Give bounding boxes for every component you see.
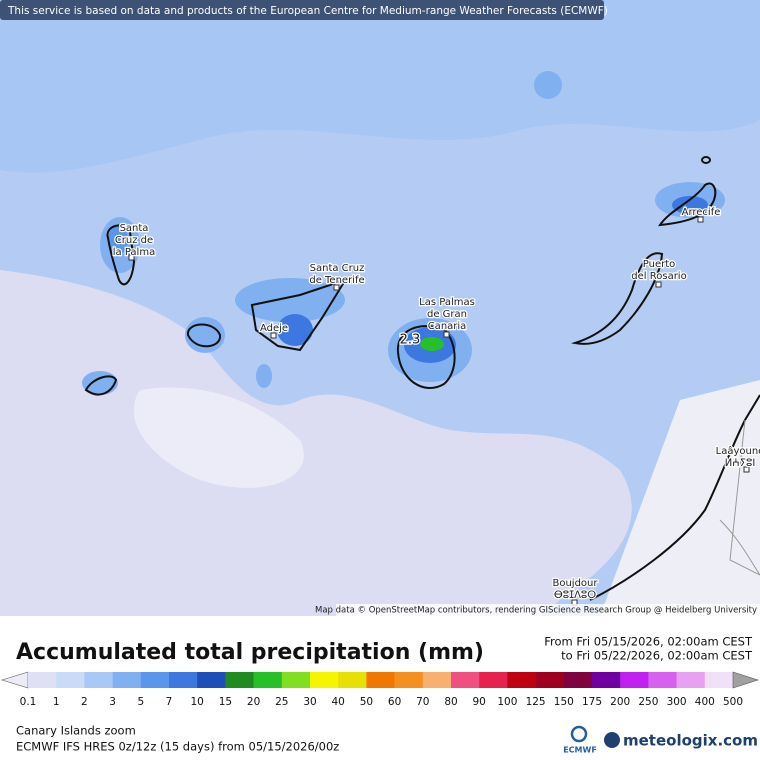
colorbar-label: 30 bbox=[303, 696, 316, 708]
colorbar-label: 7 bbox=[166, 696, 173, 708]
place-label: Boujdour bbox=[552, 578, 598, 589]
colorbar-segment bbox=[648, 672, 677, 688]
place-label: Laâyoune bbox=[716, 445, 760, 457]
colorbar-segment bbox=[394, 672, 424, 688]
place-label: Arrecife bbox=[682, 207, 721, 218]
colorbar-label: 5 bbox=[137, 696, 144, 708]
colorbar-label: 0.1 bbox=[20, 696, 37, 708]
colorbar-segment bbox=[451, 672, 480, 688]
colorbar-label: 3 bbox=[109, 696, 116, 708]
colorbar-label: 40 bbox=[332, 696, 345, 708]
place-label: ⴱⵓⵊⴷⵓⵔ bbox=[554, 590, 596, 601]
colorbar-label: 150 bbox=[554, 696, 574, 708]
colorbar-segment bbox=[169, 672, 198, 688]
colorbar-label: 200 bbox=[610, 696, 630, 708]
colorbar-segment bbox=[197, 672, 226, 688]
place-label: de Gran bbox=[427, 309, 467, 320]
footer-region: Canary Islands zoom bbox=[16, 724, 136, 738]
colorbar-segment bbox=[112, 672, 142, 688]
colorbar-segment bbox=[507, 672, 536, 688]
colorbar-segment bbox=[140, 672, 170, 688]
colorbar-segment bbox=[479, 672, 508, 688]
colorbar-segment bbox=[422, 672, 452, 688]
place-label: Adeje bbox=[260, 323, 288, 334]
colorbar-segment bbox=[704, 672, 734, 688]
colorbar-segment bbox=[56, 672, 85, 688]
colorbar-arrow bbox=[0, 671, 29, 689]
colorbar-label: 1 bbox=[53, 696, 60, 708]
place-label: Las Palmas bbox=[419, 297, 475, 308]
colorbar-segment bbox=[366, 672, 395, 688]
colorbar-label: 100 bbox=[497, 696, 517, 708]
colorbar-label: 60 bbox=[388, 696, 401, 708]
colorbar-segment bbox=[592, 672, 621, 688]
colorbar-label: 15 bbox=[219, 696, 232, 708]
footer-model: ECMWF IFS HRES 0z/12z (15 days) from 05/… bbox=[16, 740, 339, 754]
place-label: la Palma bbox=[113, 247, 155, 258]
place-label: Cruz de bbox=[115, 235, 153, 246]
period-to: to Fri 05/22/2026, 02:00am CEST bbox=[561, 649, 753, 663]
colorbar-arrow bbox=[732, 671, 759, 689]
place-label: Santa Cruz bbox=[310, 263, 365, 274]
ecmwf-logo: ECMWF bbox=[563, 746, 597, 755]
colorbar-label: 400 bbox=[695, 696, 715, 708]
place-label: Puerto bbox=[643, 259, 676, 270]
colorbar: 0.1 1 2 3 5 7 10 15 20 25 30 40 50 60 70 80 90 100 125 150 1… bbox=[0, 671, 759, 708]
period-from: From Fri 05/15/2026, 02:00am CEST bbox=[544, 635, 753, 649]
colorbar-segment bbox=[84, 672, 113, 688]
colorbar-segment bbox=[535, 672, 565, 688]
place-label: Santa bbox=[120, 223, 149, 234]
colorbar-segment bbox=[281, 672, 311, 688]
colorbar-segment bbox=[338, 672, 367, 688]
colorbar-segment bbox=[310, 672, 339, 688]
colorbar-label: 2 bbox=[81, 696, 88, 708]
colorbar-segment bbox=[253, 672, 283, 688]
title: Accumulated total precipitation (mm) bbox=[16, 640, 484, 665]
place-label: ⵍⵄⵢⵓⵏ bbox=[725, 458, 756, 469]
meteologix-logo: meteologix.com bbox=[623, 732, 758, 750]
colorbar-label: 500 bbox=[723, 696, 743, 708]
banner: This service is based on data and produc… bbox=[7, 5, 608, 17]
colorbar-label: 10 bbox=[191, 696, 204, 708]
colorbar-segment bbox=[225, 672, 254, 688]
place-label: del Rosario bbox=[631, 271, 686, 282]
colorbar-label: 90 bbox=[473, 696, 486, 708]
colorbar-label: 300 bbox=[667, 696, 687, 708]
colorbar-label: 50 bbox=[360, 696, 373, 708]
colorbar-segment bbox=[28, 672, 57, 688]
colorbar-segment bbox=[676, 672, 706, 688]
colorbar-label: 25 bbox=[275, 696, 288, 708]
max-value: 2.3 bbox=[400, 333, 421, 348]
colorbar-label: 70 bbox=[416, 696, 429, 708]
colorbar-label: 175 bbox=[582, 696, 602, 708]
colorbar-label: 20 bbox=[247, 696, 260, 708]
colorbar-label: 250 bbox=[638, 696, 658, 708]
colorbar-segment bbox=[620, 672, 649, 688]
place-label: Canaria bbox=[428, 321, 467, 332]
attribution: Map data © OpenStreetMap contributors, r… bbox=[315, 606, 757, 616]
place-label: de Tenerife bbox=[309, 275, 364, 286]
colorbar-label: 125 bbox=[526, 696, 546, 708]
colorbar-segment bbox=[563, 672, 593, 688]
colorbar-label: 80 bbox=[444, 696, 457, 708]
